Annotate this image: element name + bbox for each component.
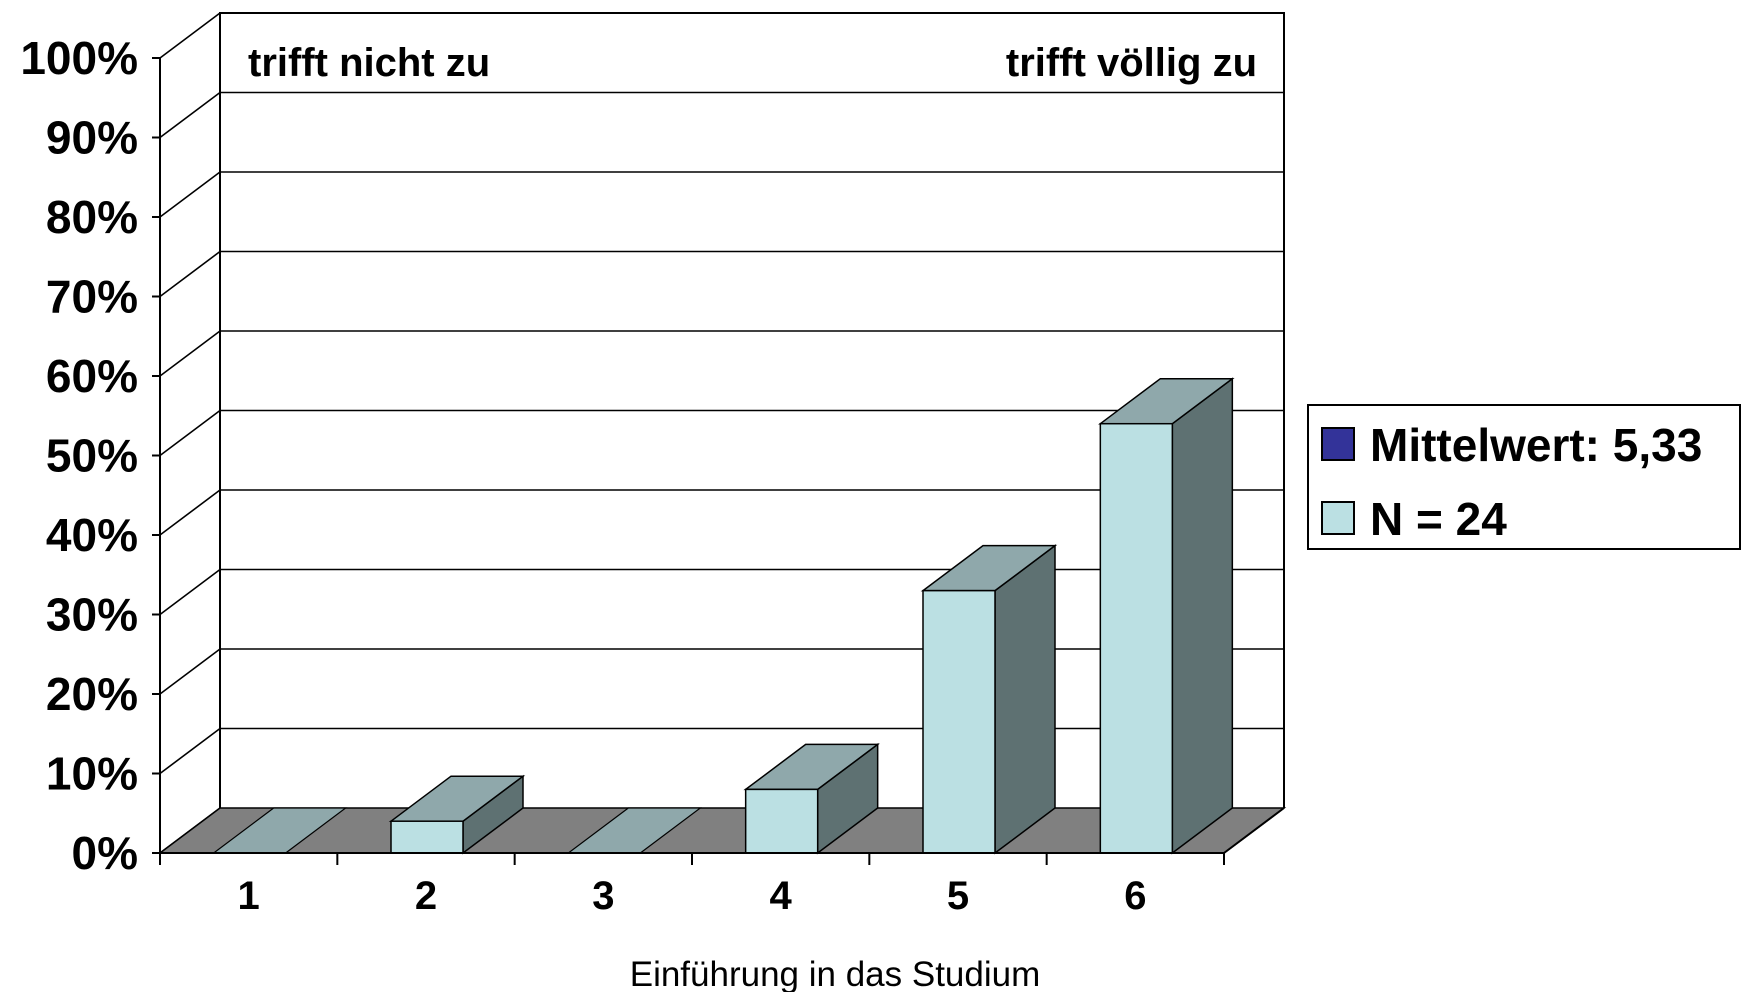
axes: 0% 10% 20% 30% 40% 50% 60% 70% 80% 90% 100% 1 2 3 4 5 6 xyxy=(20,32,1285,918)
side-wall-line xyxy=(159,12,221,59)
y-tick-label: 80% xyxy=(46,191,138,243)
legend-swatch-n xyxy=(1321,501,1355,535)
x-tick-label: 5 xyxy=(947,874,969,918)
side-wall-line xyxy=(159,568,221,616)
side-wall-line xyxy=(159,171,221,218)
y-tick-label: 30% xyxy=(46,589,138,641)
legend: Mittelwert: 5,33 N = 24 xyxy=(1307,404,1741,550)
side-wall-line xyxy=(159,91,221,139)
y-tick-label: 50% xyxy=(46,430,138,482)
y-tick-label: 90% xyxy=(46,112,138,164)
floor-edge xyxy=(1223,807,1285,854)
grid xyxy=(159,12,1285,854)
side-wall-line xyxy=(159,648,221,695)
side-wall-line xyxy=(159,330,221,377)
y-tick-label: 70% xyxy=(46,271,138,323)
annotation-right: trifft völlig zu xyxy=(1006,41,1257,85)
side-wall-line xyxy=(159,250,221,298)
side-wall-line xyxy=(159,489,221,536)
side-wall-line xyxy=(159,727,221,775)
y-tick-label: 0% xyxy=(72,827,138,879)
legend-box xyxy=(1307,404,1741,550)
bar xyxy=(390,820,464,854)
x-tick-label: 4 xyxy=(770,874,793,918)
y-tick-label: 60% xyxy=(46,350,138,402)
legend-label-mean: Mittelwert: 5,33 xyxy=(1370,419,1702,471)
legend-swatch-mean xyxy=(1321,427,1355,461)
bar-side xyxy=(1171,377,1234,855)
annotation-left: trifft nicht zu xyxy=(248,41,490,85)
legend-label-n: N = 24 xyxy=(1370,493,1507,545)
bar xyxy=(1099,422,1174,854)
y-tick-label: 20% xyxy=(46,668,138,720)
y-tick-label: 40% xyxy=(46,509,138,561)
bar xyxy=(744,788,819,854)
bars xyxy=(211,377,1235,855)
x-tick-label: 2 xyxy=(415,874,437,918)
bar-side xyxy=(994,544,1056,855)
bar xyxy=(922,589,996,854)
x-tick-label: 6 xyxy=(1124,874,1146,918)
y-tick-label: 10% xyxy=(46,748,138,800)
x-axis-label: Einführung in das Studium xyxy=(630,955,1041,992)
y-tick-label: 100% xyxy=(20,32,138,84)
x-tick-label: 1 xyxy=(238,874,260,918)
side-wall-line xyxy=(159,409,221,457)
x-tick-label: 3 xyxy=(592,874,614,918)
